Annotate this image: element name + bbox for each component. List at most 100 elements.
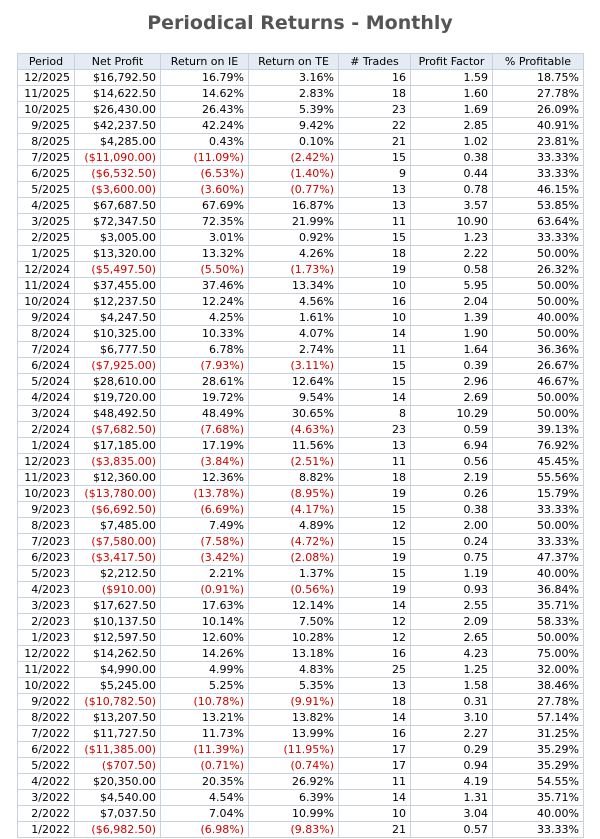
table-cell: 11 <box>338 773 411 790</box>
table-cell: (6.53%) <box>160 165 249 182</box>
table-cell: 0.38 <box>410 149 493 166</box>
table-cell: 13.32% <box>160 245 249 262</box>
table-cell: 14 <box>338 389 411 406</box>
table-cell: 4/2024 <box>17 389 75 406</box>
table-cell: (7.58%) <box>160 533 249 550</box>
table-row: 4/2025 $67,687.50 67.69% 16.87% 13 3.57 53.85% <box>17 197 584 214</box>
table-cell: 15 <box>338 533 411 550</box>
table-cell: 12 <box>338 613 411 630</box>
table-cell: 35.71% <box>492 597 584 614</box>
table-cell: $17,627.50 <box>74 597 161 614</box>
table-cell: 38.46% <box>492 677 584 694</box>
table-row: 9/2022 ($10,782.50) (10.78%) (9.91%) 18 0.31 2… <box>17 693 584 710</box>
table-cell: $72,347.50 <box>74 213 161 230</box>
table-cell: 1.31 <box>410 789 493 806</box>
table-cell: $6,777.50 <box>74 341 161 358</box>
table-cell: 10 <box>338 277 411 294</box>
table-cell: 27.78% <box>492 693 584 710</box>
table-cell: 11 <box>338 341 411 358</box>
table-cell: 0.94 <box>410 757 493 774</box>
table-row: 5/2022 ($707.50) (0.71%) (0.74%) 17 0.94 35.29… <box>17 757 584 774</box>
table-cell: ($7,925.00) <box>74 357 161 374</box>
table-cell: 40.00% <box>492 565 584 582</box>
table-cell: 16.79% <box>160 69 249 86</box>
table-cell: 0.44 <box>410 165 493 182</box>
table-row: 4/2023 ($910.00) (0.91%) (0.56%) 19 0.93 36.84… <box>17 581 584 598</box>
table-cell: 6.78% <box>160 341 249 358</box>
table-cell: (0.71%) <box>160 757 249 774</box>
table-row: 6/2024 ($7,925.00) (7.93%) (3.11%) 15 0.39 26.… <box>17 357 584 374</box>
table-cell: 12 <box>338 629 411 646</box>
table-cell: 47.37% <box>492 549 584 566</box>
table-cell: 1.61% <box>248 309 339 326</box>
table-cell: 21 <box>338 821 411 838</box>
table-cell: 12/2024 <box>17 261 75 278</box>
column-header: Profit Factor <box>410 53 493 70</box>
table-cell: 8/2025 <box>17 133 75 150</box>
table-cell: 2.69 <box>410 389 493 406</box>
table-cell: 40.00% <box>492 309 584 326</box>
table-cell: $26,430.00 <box>74 101 161 118</box>
table-cell: 19 <box>338 581 411 598</box>
header-row: Period Net Profit Return on IE Return on TE… <box>17 53 584 70</box>
table-row: 2/2025 $3,005.00 3.01% 0.92% 15 1.23 33.33% <box>17 229 584 246</box>
table-row: 9/2023 ($6,692.50) (6.69%) (4.17%) 15 0.38 33.… <box>17 501 584 518</box>
table-cell: 12 <box>338 517 411 534</box>
table-cell: 54.55% <box>492 773 584 790</box>
table-cell: 11/2024 <box>17 277 75 294</box>
table-row: 11/2024 $37,455.00 37.46% 13.34% 10 5.95 50.00… <box>17 277 584 294</box>
table-row: 10/2023 ($13,780.00) (13.78%) (8.95%) 19 0.26… <box>17 485 584 502</box>
table-cell: 12.60% <box>160 629 249 646</box>
table-row: 1/2025 $13,320.00 13.32% 4.26% 18 2.22 50.00% <box>17 245 584 262</box>
table-row: 6/2023 ($3,417.50) (3.42%) (2.08%) 19 0.75 47.… <box>17 549 584 566</box>
table-cell: 8.82% <box>248 469 339 486</box>
table-cell: (0.74%) <box>248 757 339 774</box>
table-cell: 50.00% <box>492 389 584 406</box>
table-row: 4/2022 $20,350.00 20.35% 26.92% 11 4.19 54.55% <box>17 773 584 790</box>
table-cell: 53.85% <box>492 197 584 214</box>
table-cell: 13 <box>338 197 411 214</box>
table-cell: 7.49% <box>160 517 249 534</box>
table-cell: 5/2022 <box>17 757 75 774</box>
table-cell: 5.35% <box>248 677 339 694</box>
table-cell: 5/2023 <box>17 565 75 582</box>
table-cell: 27.78% <box>492 85 584 102</box>
table-cell: 3.10 <box>410 709 493 726</box>
table-cell: (4.72%) <box>248 533 339 550</box>
table-cell: 1.37% <box>248 565 339 582</box>
table-cell: 50.00% <box>492 629 584 646</box>
table-cell: 19 <box>338 549 411 566</box>
table-body: 12/2025 $16,792.50 16.79% 3.16% 16 1.59 18.75%… <box>17 69 584 838</box>
table-row: 8/2022 $13,207.50 13.21% 13.82% 14 3.10 57.14% <box>17 709 584 726</box>
table-row: 11/2023 $12,360.00 12.36% 8.82% 18 2.19 55.56% <box>17 469 584 486</box>
table-cell: 4.83% <box>248 661 339 678</box>
table-cell: 14 <box>338 325 411 342</box>
table-cell: 6.94 <box>410 437 493 454</box>
table-cell: 1/2024 <box>17 437 75 454</box>
table-cell: 10.14% <box>160 613 249 630</box>
table-cell: 17.19% <box>160 437 249 454</box>
table-cell: 26.92% <box>248 773 339 790</box>
table-cell: $42,237.50 <box>74 117 161 134</box>
table-cell: $19,720.00 <box>74 389 161 406</box>
table-cell: 7.50% <box>248 613 339 630</box>
table-cell: 10/2022 <box>17 677 75 694</box>
table-cell: 9/2024 <box>17 309 75 326</box>
table-cell: 30.65% <box>248 405 339 422</box>
table-row: 10/2025 $26,430.00 26.43% 5.39% 23 1.69 26.09% <box>17 101 584 118</box>
table-cell: 13 <box>338 437 411 454</box>
table-cell: 50.00% <box>492 277 584 294</box>
table-cell: 7/2022 <box>17 725 75 742</box>
table-cell: ($11,385.00) <box>74 741 161 758</box>
table-cell: 2.83% <box>248 85 339 102</box>
table-row: 6/2025 ($6,532.50) (6.53%) (1.40%) 9 0.44 33.3… <box>17 165 584 182</box>
table-cell: (11.39%) <box>160 741 249 758</box>
table-cell: 6/2025 <box>17 165 75 182</box>
table-row: 2/2022 $7,037.50 7.04% 10.99% 10 3.04 40.00% <box>17 805 584 822</box>
table-cell: 18 <box>338 245 411 262</box>
table-cell: 5/2024 <box>17 373 75 390</box>
table-cell: 2/2022 <box>17 805 75 822</box>
table-cell: 58.33% <box>492 613 584 630</box>
table-row: 7/2022 $11,727.50 11.73% 13.99% 16 2.27 31.25% <box>17 725 584 742</box>
table-cell: 6.39% <box>248 789 339 806</box>
